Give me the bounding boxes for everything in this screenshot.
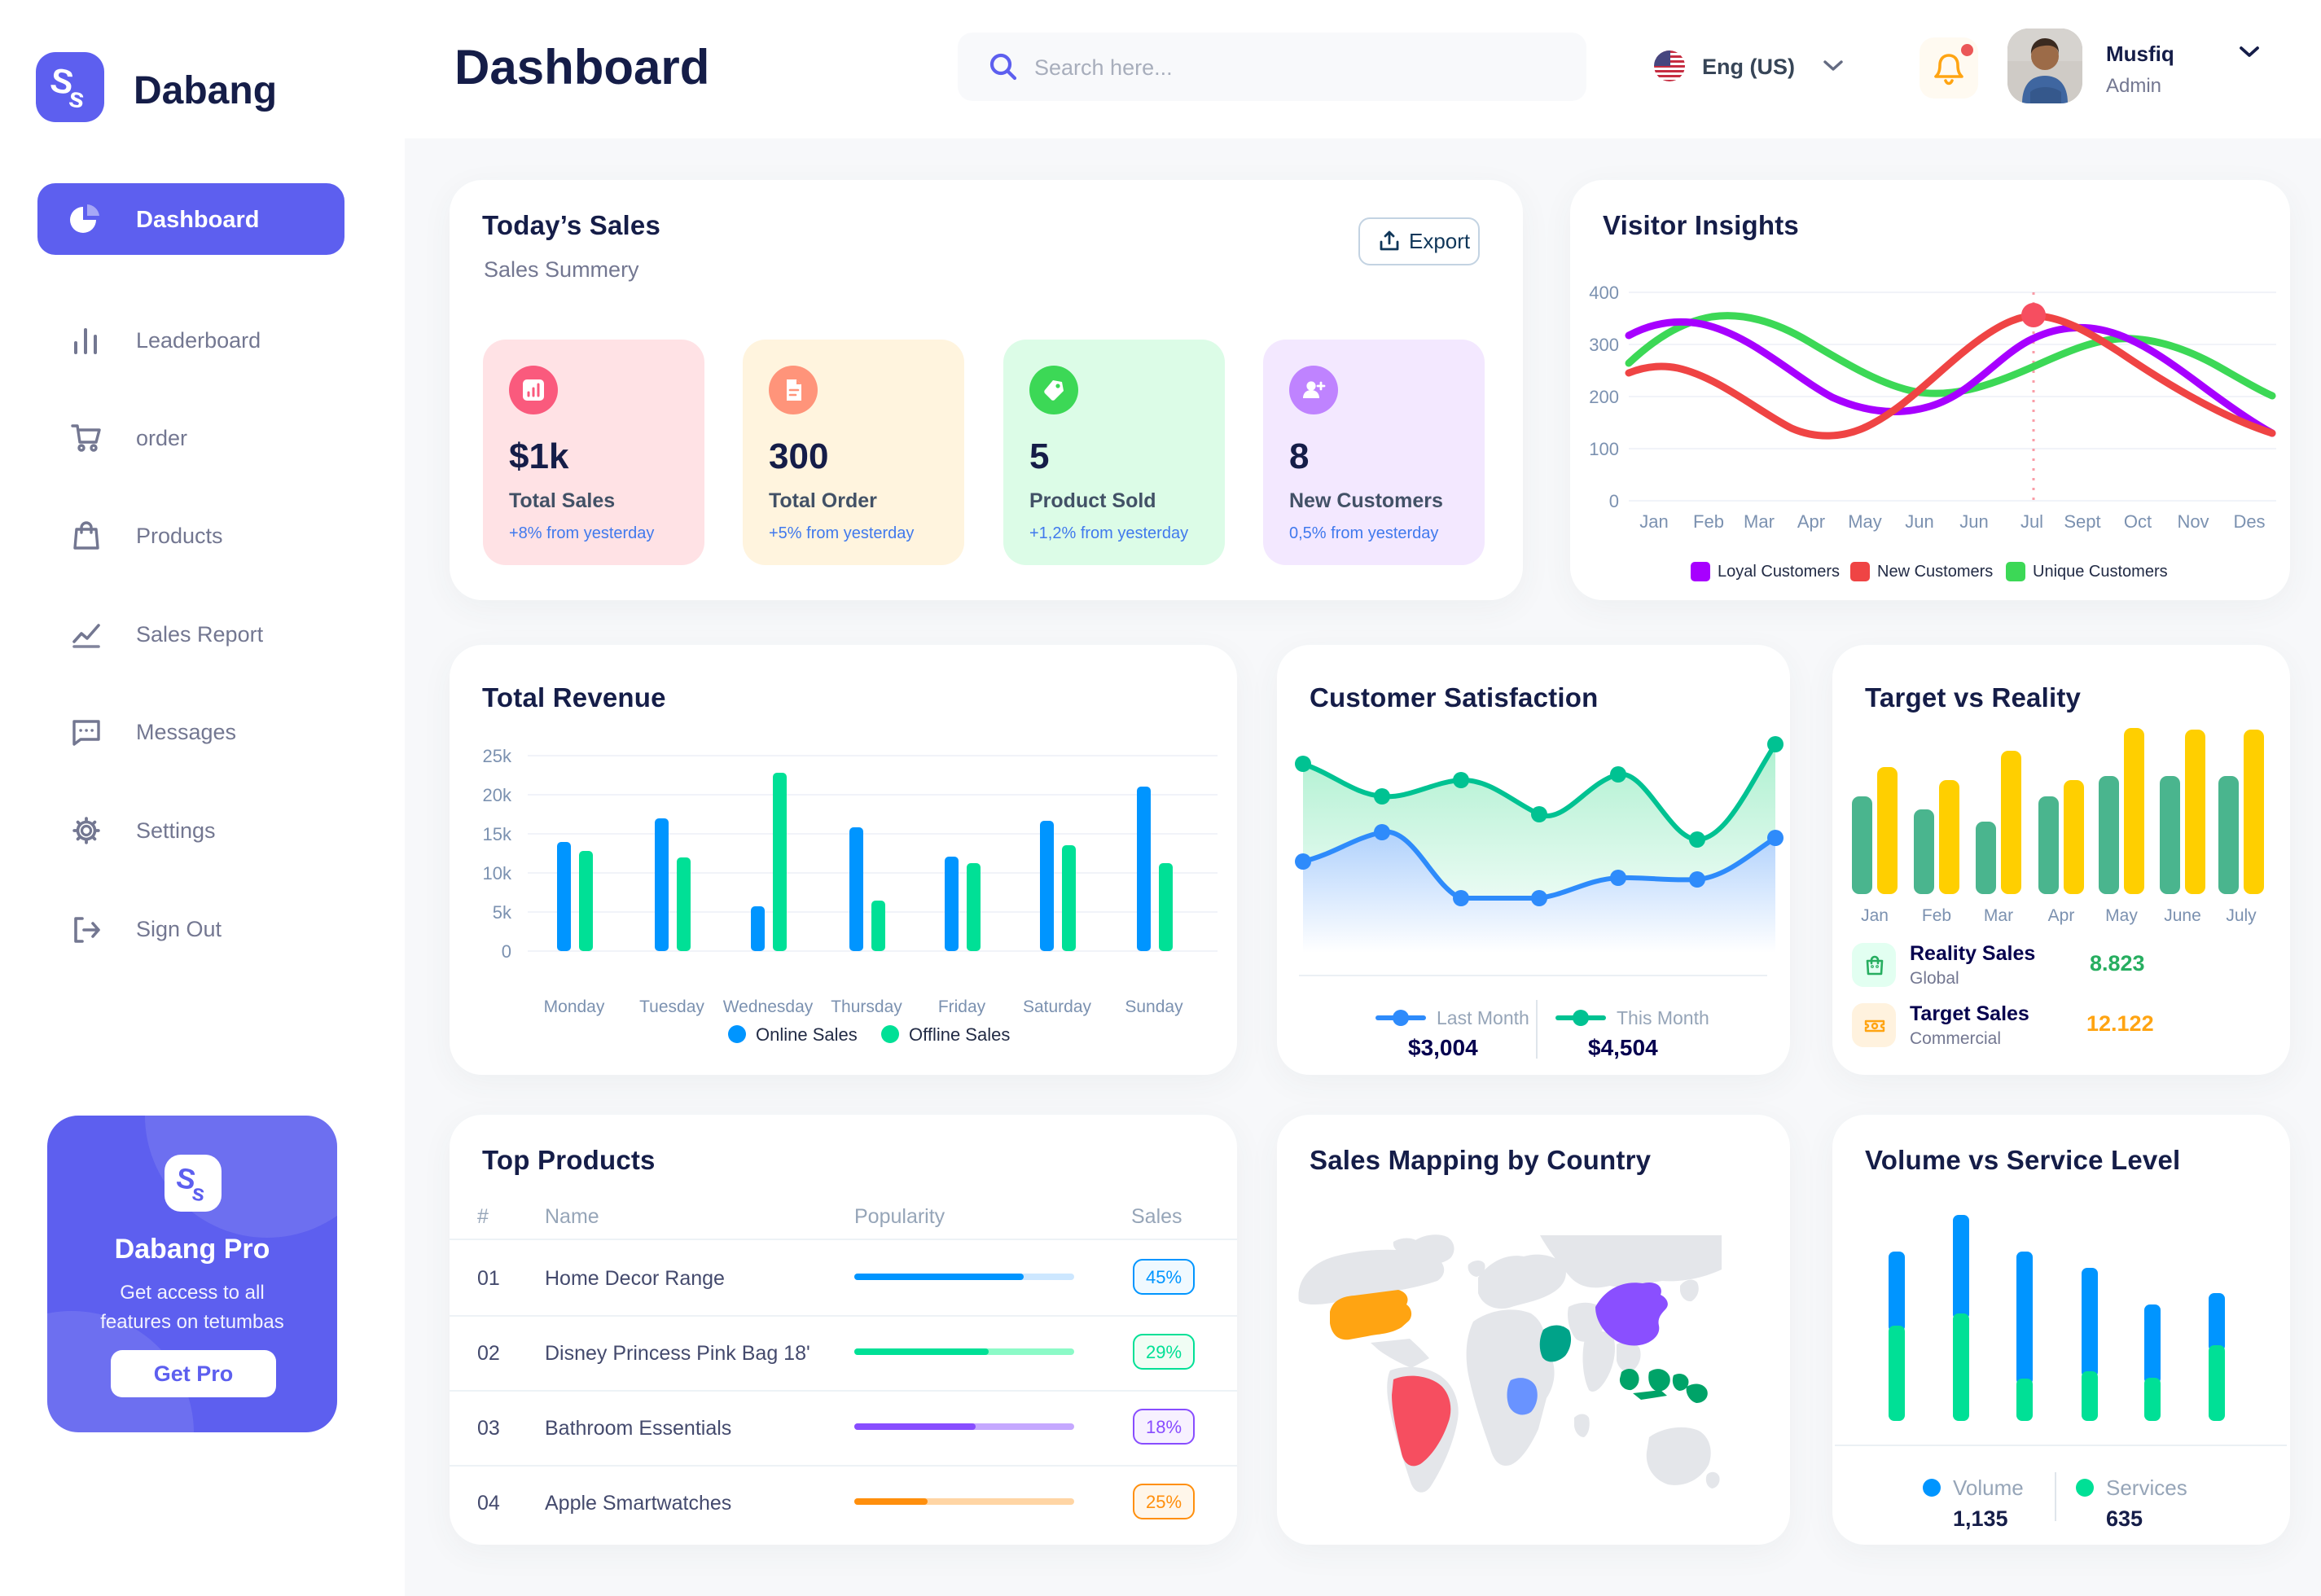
- svg-text:0: 0: [502, 941, 511, 962]
- svg-text:Nov: Nov: [2177, 511, 2209, 532]
- svg-text:10k: 10k: [483, 863, 512, 884]
- svg-text:$3,004: $3,004: [1408, 1035, 1478, 1060]
- svg-text:Offline Sales: Offline Sales: [909, 1024, 1010, 1045]
- svg-text:Online Sales: Online Sales: [756, 1024, 858, 1045]
- svg-text:1,135: 1,135: [1953, 1506, 2008, 1531]
- svg-text:Jun: Jun: [1959, 511, 1988, 532]
- svg-text:Apr: Apr: [1797, 511, 1825, 532]
- svg-text:Unique Customers: Unique Customers: [2033, 563, 2168, 581]
- svg-text:25k: 25k: [483, 746, 512, 766]
- svg-text:Services: Services: [2106, 1475, 2187, 1500]
- svg-text:s: s: [190, 1179, 207, 1206]
- svg-text:Sept: Sept: [2064, 511, 2100, 532]
- svg-text:May: May: [1848, 511, 1882, 532]
- svg-text:635: 635: [2106, 1506, 2143, 1531]
- svg-text:Mar: Mar: [1744, 511, 1775, 532]
- svg-text:Saturday: Saturday: [1023, 998, 1092, 1016]
- svg-text:Oct: Oct: [2124, 511, 2152, 532]
- svg-text:200: 200: [1589, 387, 1619, 407]
- svg-text:Monday: Monday: [544, 998, 605, 1016]
- svg-text:Jul: Jul: [2020, 511, 2043, 532]
- svg-text:July: July: [2226, 906, 2257, 925]
- svg-text:15k: 15k: [483, 824, 512, 844]
- svg-text:Thursday: Thursday: [831, 998, 902, 1016]
- svg-text:Jun: Jun: [1905, 511, 1933, 532]
- svg-text:5k: 5k: [493, 902, 512, 923]
- svg-text:Loyal Customers: Loyal Customers: [1718, 563, 1840, 581]
- svg-text:Feb: Feb: [1693, 511, 1724, 532]
- svg-text:100: 100: [1589, 439, 1619, 459]
- svg-text:20k: 20k: [483, 785, 512, 805]
- svg-text:400: 400: [1589, 283, 1619, 303]
- svg-text:June: June: [2164, 906, 2201, 925]
- svg-text:Jan: Jan: [1861, 906, 1889, 925]
- svg-text:$4,504: $4,504: [1588, 1035, 1658, 1060]
- svg-text:Mar: Mar: [1984, 906, 2013, 925]
- svg-text:New Customers: New Customers: [1877, 563, 1993, 581]
- svg-text:Feb: Feb: [1922, 906, 1951, 925]
- svg-text:Tuesday: Tuesday: [639, 998, 704, 1016]
- svg-text:This Month: This Month: [1617, 1007, 1709, 1028]
- svg-text:Volume: Volume: [1953, 1475, 2024, 1500]
- svg-text:Sunday: Sunday: [1125, 998, 1183, 1016]
- svg-text:Last Month: Last Month: [1437, 1007, 1529, 1028]
- svg-text:Des: Des: [2233, 511, 2265, 532]
- svg-text:May: May: [2105, 906, 2138, 925]
- svg-text:Wednesday: Wednesday: [723, 998, 814, 1016]
- svg-text:Friday: Friday: [938, 998, 986, 1016]
- svg-text:Jan: Jan: [1639, 511, 1668, 532]
- svg-text:300: 300: [1589, 335, 1619, 355]
- svg-text:Apr: Apr: [2048, 906, 2075, 925]
- svg-text:0: 0: [1609, 491, 1619, 511]
